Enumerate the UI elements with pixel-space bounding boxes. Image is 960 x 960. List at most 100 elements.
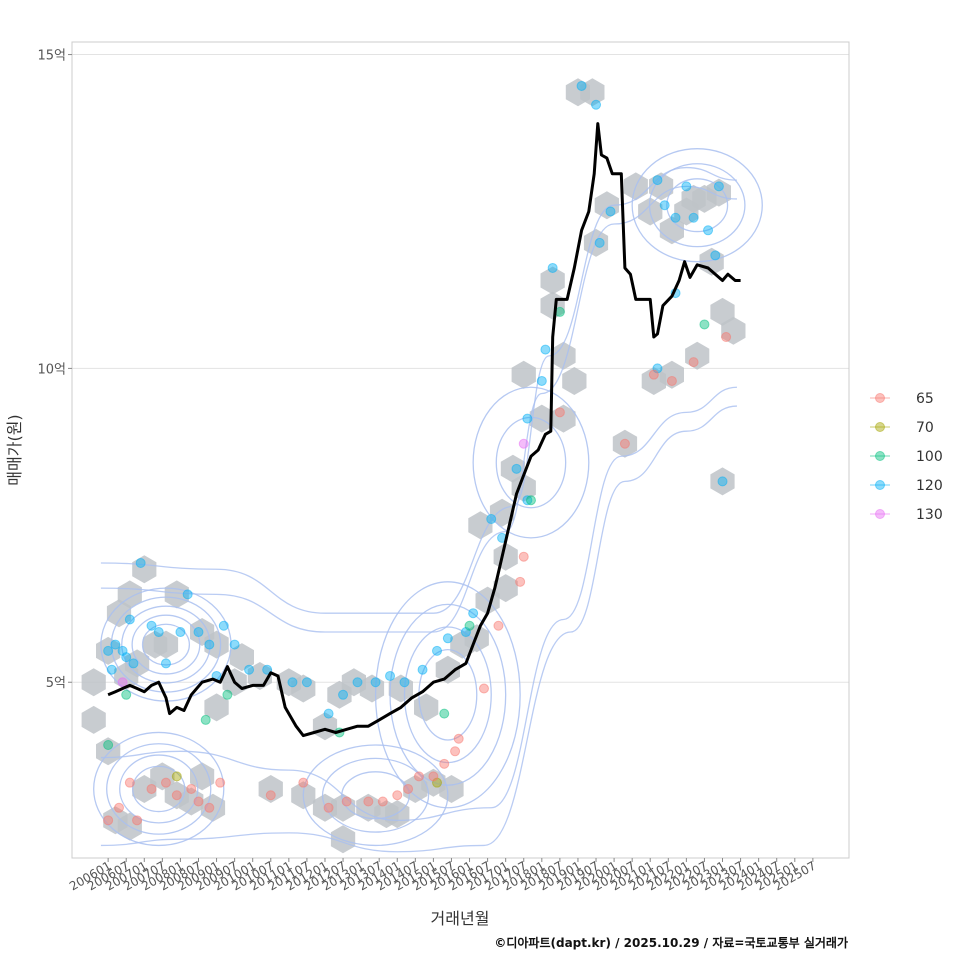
scatter-point bbox=[262, 664, 273, 675]
scatter-point bbox=[439, 708, 450, 719]
scatter-point bbox=[204, 802, 215, 813]
scatter-point bbox=[392, 790, 403, 801]
scatter-point bbox=[540, 344, 551, 355]
scatter-point bbox=[413, 771, 424, 782]
legend-key-130 bbox=[875, 509, 885, 519]
scatter-point bbox=[605, 206, 616, 217]
density-contour bbox=[666, 178, 729, 233]
y-tick-label: 5억 bbox=[46, 676, 66, 691]
hexbin bbox=[511, 360, 536, 389]
density-contour bbox=[106, 743, 212, 835]
hexbin bbox=[500, 454, 525, 483]
density-contour bbox=[100, 405, 737, 853]
scatter-point bbox=[554, 407, 565, 418]
hexbin bbox=[204, 630, 229, 659]
scatter-point bbox=[703, 225, 714, 236]
scatter-point bbox=[124, 614, 135, 625]
hexbin bbox=[200, 793, 226, 822]
hexbin bbox=[659, 360, 684, 389]
scatter-point bbox=[323, 802, 334, 813]
hexbin bbox=[385, 800, 410, 829]
legend-label: 120 bbox=[916, 478, 943, 494]
scatter-point bbox=[218, 620, 229, 631]
hexbin bbox=[330, 825, 356, 854]
scatter-point bbox=[287, 677, 298, 688]
scatter-point bbox=[323, 708, 334, 719]
hexbin bbox=[164, 580, 189, 609]
scatter-point bbox=[652, 175, 663, 186]
scatter-point bbox=[301, 677, 312, 688]
scatter-point bbox=[341, 796, 352, 807]
scatter-points bbox=[103, 80, 732, 826]
hexbin bbox=[96, 737, 121, 766]
density-contour bbox=[374, 581, 521, 809]
scatter-point bbox=[160, 658, 171, 669]
density-contour bbox=[131, 614, 201, 675]
scatter-point bbox=[515, 576, 526, 587]
scatter-point bbox=[518, 551, 529, 562]
hexbin bbox=[710, 467, 735, 496]
scatter-point bbox=[688, 212, 699, 223]
hexbin bbox=[551, 404, 576, 433]
scatter-point bbox=[576, 80, 587, 91]
hexbin bbox=[529, 404, 554, 433]
density-contour bbox=[389, 603, 507, 786]
scatter-point bbox=[428, 771, 439, 782]
legend-label: 70 bbox=[916, 420, 934, 436]
scatter-point bbox=[204, 639, 215, 650]
scatter-point bbox=[591, 99, 602, 110]
scatter-point bbox=[721, 332, 732, 343]
scatter-point bbox=[403, 783, 414, 794]
legend-label: 100 bbox=[916, 449, 943, 465]
hexbin bbox=[81, 668, 106, 697]
scatter-point bbox=[124, 777, 135, 788]
density-contour bbox=[121, 605, 211, 684]
hexbin bbox=[190, 762, 215, 791]
scatter-point bbox=[182, 589, 193, 600]
scatter-point bbox=[511, 463, 522, 474]
scatter-point bbox=[432, 645, 443, 656]
caption: ©디아파트(dapt.kr) / 2025.10.29 / 자료=국토교통부 실… bbox=[494, 935, 848, 950]
scatter-point bbox=[117, 677, 128, 688]
density-contour bbox=[631, 148, 763, 263]
scatter-point bbox=[464, 620, 475, 631]
scatter-point bbox=[648, 369, 659, 380]
hexbin bbox=[710, 297, 735, 326]
hexbin bbox=[435, 655, 460, 684]
hexbin bbox=[153, 630, 179, 659]
scatter-point bbox=[659, 200, 670, 211]
scatter-point bbox=[399, 677, 410, 688]
scatter-point bbox=[215, 777, 226, 788]
density-contour bbox=[100, 386, 737, 821]
hexbin bbox=[706, 178, 731, 207]
scatter-point bbox=[439, 758, 450, 769]
scatter-point bbox=[121, 689, 132, 700]
hexbin bbox=[229, 643, 254, 672]
scatter-point bbox=[594, 237, 605, 248]
density-contour bbox=[132, 765, 186, 813]
scatter-point bbox=[688, 357, 699, 368]
scatter-point bbox=[699, 319, 710, 330]
scatter-point bbox=[525, 495, 536, 506]
legend-key-120 bbox=[875, 480, 885, 490]
x-axis: 2006012006072007012007072008012008072009… bbox=[67, 858, 818, 894]
scatter-point bbox=[265, 790, 276, 801]
legend-label: 65 bbox=[916, 391, 934, 407]
hexbin bbox=[540, 266, 565, 295]
scatter-point bbox=[717, 476, 728, 487]
scatter-point bbox=[338, 689, 349, 700]
scatter-point bbox=[229, 639, 240, 650]
scatter-point bbox=[486, 514, 497, 525]
scatter-point bbox=[468, 608, 479, 619]
density-contour bbox=[341, 771, 410, 820]
scatter-point bbox=[113, 802, 124, 813]
scatter-point bbox=[106, 664, 117, 675]
scatter-point bbox=[193, 796, 204, 807]
density-contour bbox=[321, 757, 430, 833]
scatter-point bbox=[352, 677, 363, 688]
scatter-point bbox=[713, 181, 724, 192]
scatter-point bbox=[417, 664, 428, 675]
scatter-point bbox=[193, 627, 204, 638]
scatter-point bbox=[619, 438, 630, 449]
